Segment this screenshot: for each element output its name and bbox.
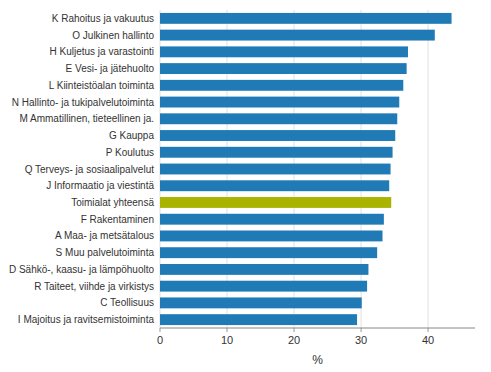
bar (160, 130, 395, 141)
bar (160, 180, 389, 191)
chart: 0 10 20 30 40 K Rahoitus ja vakuutus O Julkine… (0, 0, 491, 372)
grid (160, 10, 428, 328)
category-label: Toimialat yhteensä (71, 197, 154, 208)
category-label: G Kauppa (109, 130, 154, 141)
category-label: F Rakentaminen (81, 214, 154, 225)
tick-label: 30 (355, 334, 367, 346)
category-label: R Taiteet, viihde ja virkistys (34, 281, 154, 292)
x-axis: 0 10 20 30 40 (157, 328, 434, 346)
category-label: S Muu palvelutoiminta (56, 247, 155, 258)
bar (160, 297, 362, 308)
bar (160, 264, 368, 275)
bar (160, 97, 399, 108)
category-label: L Kiinteistöalan toiminta (49, 80, 155, 91)
bar (160, 214, 384, 225)
tick-mark (428, 328, 429, 332)
grid-line (428, 10, 429, 328)
category-label: I Majoitus ja ravitsemistoiminta (18, 314, 155, 325)
category-label: H Kuljetus ja varastointi (50, 46, 155, 57)
tick-label: 40 (422, 334, 434, 346)
x-axis-line (160, 328, 475, 329)
bar (160, 80, 403, 91)
tick-label: 20 (288, 334, 300, 346)
bar (160, 164, 391, 175)
y-axis: K Rahoitus ja vakuutus O Julkinen hallint… (9, 13, 155, 325)
category-label: C Teollisuus (100, 297, 154, 308)
tick-mark (361, 328, 362, 332)
bar (160, 13, 452, 24)
bar (160, 247, 377, 258)
category-label: D Sähkö-, kaasu- ja lämpöhuolto (9, 264, 155, 275)
bar (160, 197, 391, 208)
category-label: O Julkinen hallinto (72, 30, 154, 41)
category-label: K Rahoitus ja vakuutus (52, 13, 154, 24)
tick-mark (294, 328, 295, 332)
bar (160, 46, 408, 57)
category-label: N Hallinto- ja tukipalvelutoiminta (12, 97, 155, 108)
tick-mark (160, 328, 161, 332)
category-label: Q Terveys- ja sosiaalipalvelut (25, 164, 155, 175)
category-label: M Ammatillinen, tieteellinen ja. (19, 113, 154, 124)
category-label: P Koulutus (106, 147, 154, 158)
category-label: J Informaatio ja viestintä (46, 180, 154, 191)
x-axis-title: % (312, 353, 323, 367)
category-label: A Maa- ja metsätalous (55, 230, 154, 241)
chart-container: 0 10 20 30 40 K Rahoitus ja vakuutus O Julkine… (0, 0, 491, 372)
bar (160, 113, 397, 124)
bar (160, 147, 393, 158)
bar (160, 30, 435, 41)
category-label: E Vesi- ja jätehuolto (66, 63, 155, 74)
bar (160, 314, 357, 325)
bars (160, 13, 452, 325)
bar (160, 231, 383, 242)
bar (160, 281, 367, 292)
bar (160, 63, 407, 74)
tick-label: 0 (157, 334, 163, 346)
tick-label: 10 (221, 334, 233, 346)
tick-mark (227, 328, 228, 332)
